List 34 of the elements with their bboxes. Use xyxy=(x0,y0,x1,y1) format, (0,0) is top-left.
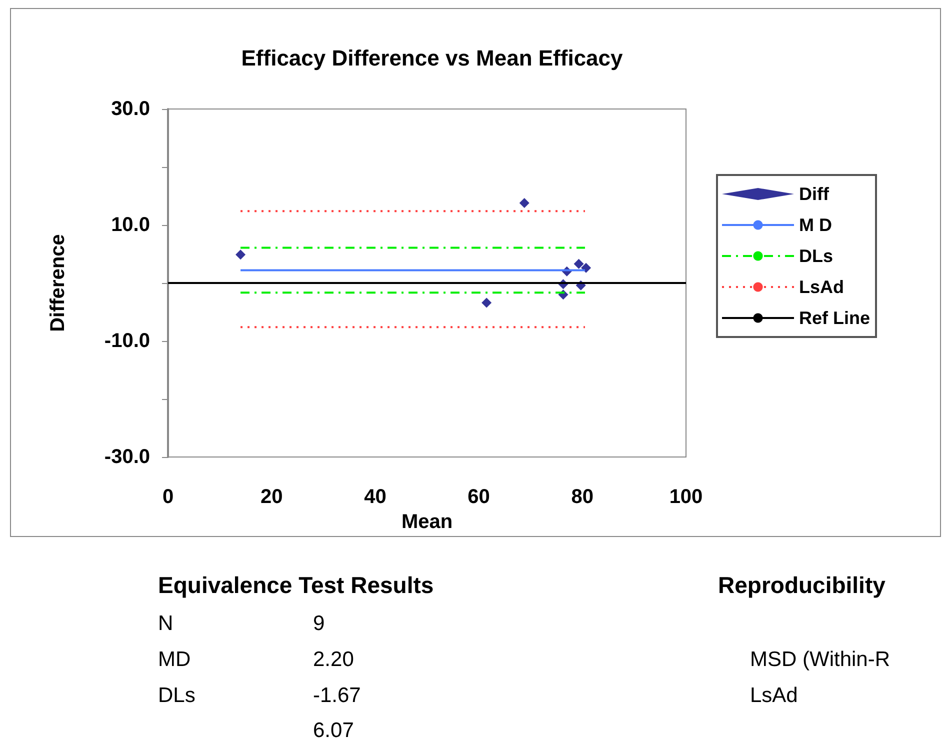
x-tick-label: 100 xyxy=(669,486,703,508)
point xyxy=(482,298,492,308)
text: DLs xyxy=(158,683,196,709)
point xyxy=(519,198,530,208)
text: 6.07 xyxy=(313,718,354,744)
text: Reproducibility xyxy=(718,571,886,599)
legend-label: M D xyxy=(799,215,832,235)
x-tick-label: 60 xyxy=(468,486,490,508)
x-tick-label: 0 xyxy=(162,486,174,508)
x-axis-title: Mean xyxy=(401,510,453,533)
y-axis-title: Difference xyxy=(47,234,69,332)
text: N xyxy=(158,611,174,637)
y-tick-label: 30.0 xyxy=(111,98,150,120)
legend-label: DLs xyxy=(799,246,834,266)
x-tick-label: 20 xyxy=(260,486,283,508)
y-tick-label: -10.0 xyxy=(104,330,150,352)
y-tick-label: -30.0 xyxy=(104,446,150,468)
text: -1.67 xyxy=(313,683,361,709)
point xyxy=(574,258,584,269)
legend-label: Ref Line xyxy=(799,308,870,328)
legend-label: Diff xyxy=(799,184,830,204)
text: MD xyxy=(158,647,191,673)
y-tick-label: 10.0 xyxy=(111,214,150,236)
point xyxy=(236,250,246,260)
text: 2.20 xyxy=(313,647,354,673)
x-tick-label: 40 xyxy=(364,486,386,508)
text: MSD (Within-R xyxy=(750,647,890,673)
text: LsAd xyxy=(750,683,798,709)
legend-label: LsAd xyxy=(799,277,844,297)
text: Equivalence Test Results xyxy=(158,571,434,599)
text: 9 xyxy=(313,611,325,637)
x-tick-label: 80 xyxy=(571,486,594,508)
chart-title: Efficacy Difference vs Mean Efficacy xyxy=(241,46,624,70)
point xyxy=(581,262,592,273)
